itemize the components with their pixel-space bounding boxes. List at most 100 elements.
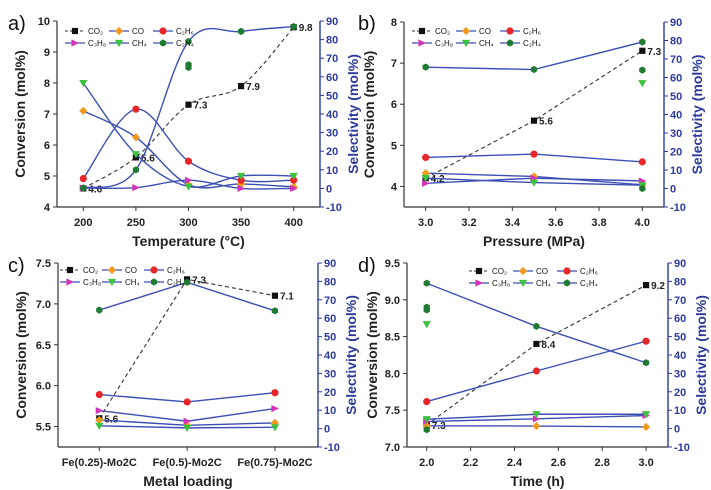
data-point [530, 65, 538, 74]
legend-label: C₂H₄ [580, 279, 598, 288]
data-point [95, 415, 104, 425]
data-point [532, 415, 541, 423]
legend-label: CO [479, 27, 491, 36]
y2-tick-label: 10 [674, 405, 686, 417]
legend-label: CH₄ [125, 278, 140, 287]
data-point [638, 158, 646, 166]
x-tick-label: Fe(0.75)-Mo2C [237, 457, 312, 469]
data-label: 5.6 [539, 117, 553, 128]
data-point [79, 80, 88, 88]
y2-tick-label: 20 [324, 387, 336, 399]
data-point [532, 367, 541, 375]
data-point [641, 422, 651, 432]
series-CO2: 5.6 7.3 7.1 [96, 275, 294, 425]
series-CH4 [422, 411, 651, 424]
data-point [642, 337, 650, 345]
y2-tick-label: -10 [674, 442, 690, 454]
data-point [237, 176, 245, 184]
data-point [422, 63, 429, 71]
legend-label: C₃H₈ [492, 279, 510, 288]
data-point [79, 106, 88, 115]
legend-label: C₂H₆ [176, 27, 194, 36]
data-point [237, 172, 246, 181]
y2-axis-label: Selectivity (mol%) [689, 55, 705, 175]
legend-marker [518, 279, 528, 288]
y-tick-label: 8.0 [385, 368, 400, 380]
legend: CO₂ CO C₂H₆ C₃H₈ CH₄ C₂H₄ [60, 265, 185, 287]
legend-label: C₂H₆ [580, 267, 598, 276]
panel-label: b) [358, 13, 376, 35]
series-CH4 [79, 80, 298, 191]
legend-marker [71, 27, 79, 35]
y-axis-label: Conversion (mol%) [13, 291, 29, 419]
series-C2H6 [95, 389, 279, 406]
data-point [533, 340, 540, 348]
data-point [290, 23, 297, 31]
data-label: 4.2 [431, 174, 445, 185]
y2-tick-label: 30 [674, 368, 686, 380]
data-point [131, 133, 140, 142]
data-point [184, 183, 193, 191]
extra-data-point [639, 184, 646, 193]
data-label: 7.9 [246, 82, 260, 93]
data-point [271, 307, 279, 315]
x-tick-label: Fe(0.5)-Mo2C [153, 457, 222, 469]
data-point [422, 153, 430, 162]
x-tick-label: Fe(0.25)-Mo2C [62, 457, 137, 469]
x-tick-label: 3.4 [505, 217, 521, 229]
series-line [82, 110, 294, 189]
y-tick-label: 10 [38, 16, 50, 28]
chart-panel-d: d) 7.0 7.5 8.0 8.5 9.0 9.5 -10 0 10 20 30 40 50 60 70 80… [358, 255, 709, 489]
y2-tick-label: 40 [674, 350, 686, 362]
y-tick-label: 7.0 [385, 442, 400, 454]
y2-tick-label: 80 [324, 276, 336, 288]
legend-marker [150, 266, 158, 274]
data-point [183, 417, 192, 425]
y2-tick-label: 90 [324, 258, 336, 270]
y-tick-label: 9.0 [385, 295, 400, 307]
legend-label: CO₂ [83, 266, 98, 275]
legend-marker [563, 267, 571, 275]
extra-data-point [638, 80, 647, 88]
x-axis-label: Time (h) [510, 473, 564, 489]
y-tick-label: 7.5 [385, 405, 400, 417]
y2-axis-label: Selectivity (mol%) [343, 295, 359, 415]
x-tick-label: 3.6 [548, 217, 563, 229]
data-point [290, 176, 298, 184]
x-axis-label: Temperature (°C) [132, 233, 245, 249]
x-tick-label: 3.0 [418, 217, 433, 229]
legend: CO₂ CO C₂H₆ C₃H₈ CH₄ C₂H₄ [412, 26, 541, 48]
legend-label: C₂H₄ [167, 278, 185, 287]
data-point [642, 281, 650, 289]
series-C2H6 [79, 105, 298, 184]
x-tick-label: 4.0 [635, 217, 650, 229]
y2-tick-label: 0 [674, 424, 680, 436]
data-point [79, 174, 87, 183]
y2-tick-label: -10 [670, 202, 686, 214]
series-C3H8 [95, 404, 280, 425]
y2-tick-label: 0 [324, 424, 330, 436]
y2-tick-label: 20 [326, 146, 338, 158]
data-point [95, 390, 103, 399]
data-point [290, 184, 298, 192]
y-axis-label: Conversion (mol%) [12, 50, 28, 178]
y-tick-label: 8.5 [385, 332, 400, 344]
data-point [532, 411, 541, 419]
y-axis-label: Conversion (mol%) [364, 291, 380, 419]
y2-tick-label: 60 [670, 73, 682, 85]
chart-panel-c: c) 5.5 6.0 6.5 7.0 7.5 -10 0 10 20 30 40 50 60 70 80 90 F… [8, 255, 359, 489]
legend-label: CH₄ [132, 39, 147, 48]
data-point [639, 38, 646, 46]
legend-marker [506, 27, 514, 35]
legend-marker [461, 26, 471, 36]
y2-tick-label: 80 [326, 35, 338, 47]
legend-marker [107, 265, 117, 275]
data-point [131, 151, 140, 159]
x-tick-label: 300 [179, 217, 197, 229]
data-point [271, 404, 280, 413]
legend-marker [107, 278, 117, 287]
legend-label: CH₄ [536, 279, 551, 288]
data-point [271, 389, 279, 397]
x-axis-label: Pressure (MPa) [483, 233, 585, 249]
data-label: 9.2 [651, 281, 665, 292]
